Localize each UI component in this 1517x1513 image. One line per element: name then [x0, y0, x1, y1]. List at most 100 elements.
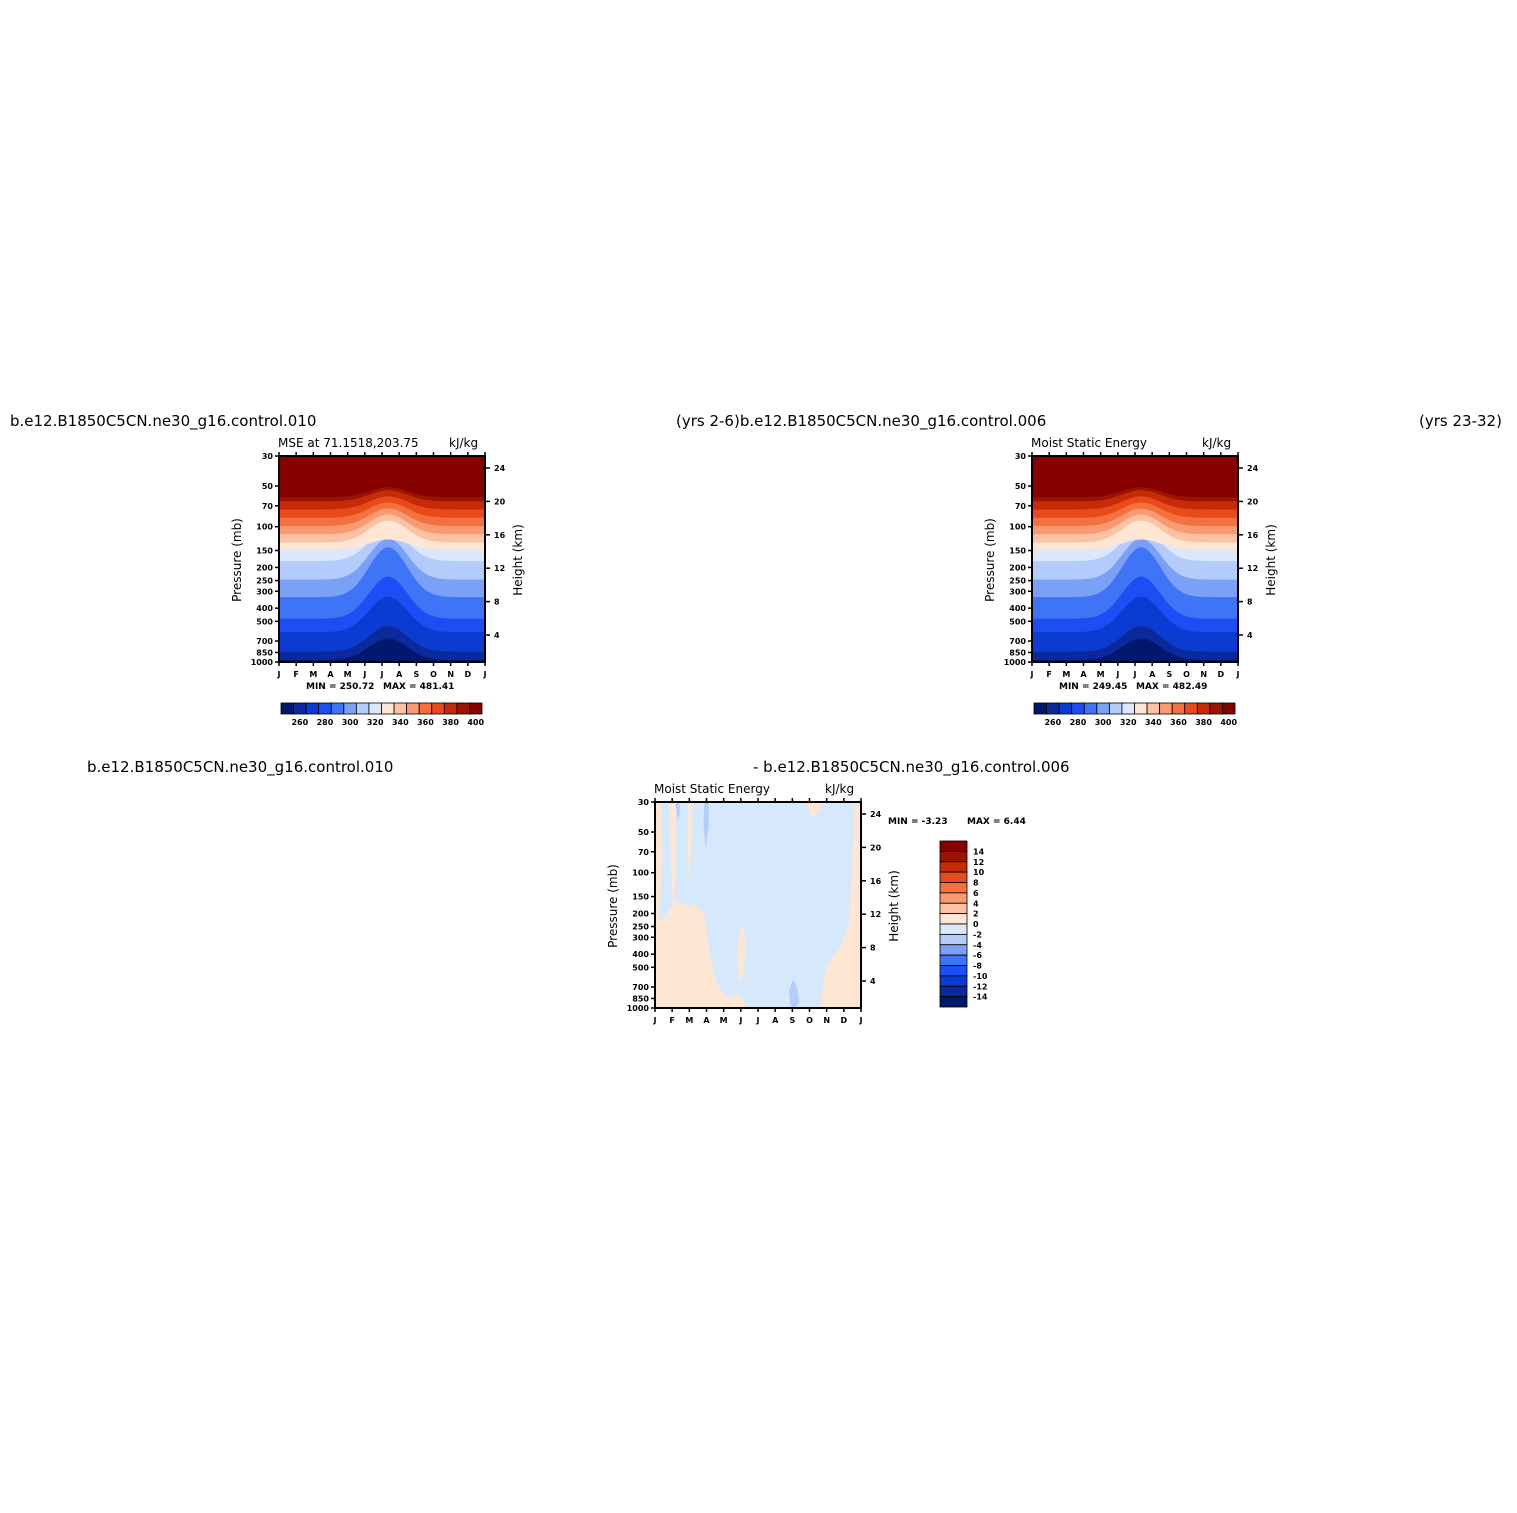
height-tick-label: 20	[870, 843, 882, 852]
month-tick-label: M	[344, 670, 352, 679]
colorbar-label: 300	[342, 718, 359, 727]
colorbar-box	[1108, 702, 1123, 715]
colorbar-box	[1159, 702, 1173, 715]
pressure-tick-label: 70	[638, 848, 650, 857]
month-tick-label: J	[1133, 670, 1137, 679]
pressure-tick-label: 70	[262, 502, 274, 511]
colorbar-label: -12	[973, 982, 987, 991]
colorbar-box	[1121, 702, 1135, 715]
colorbar-box	[939, 882, 968, 894]
colorbar-label: -4	[973, 941, 982, 950]
height-tick-label: 24	[1247, 464, 1259, 473]
pressure-tick-label: 850	[256, 648, 273, 657]
month-tick-label: J	[1236, 670, 1240, 679]
colorbar-box	[939, 923, 968, 935]
pressure-tick-label: 70	[1015, 502, 1027, 511]
pressure-tick-label: 1000	[627, 1004, 650, 1013]
height-tick-label: 20	[494, 497, 506, 506]
month-tick-label: J	[483, 670, 487, 679]
month-tick-label: O	[1183, 670, 1190, 679]
colorbar-label: -14	[973, 993, 988, 1002]
pressure-tick-label: 300	[632, 933, 649, 942]
colorbar-box	[939, 892, 968, 904]
month-tick-label: O	[806, 1016, 813, 1025]
colorbar-box	[406, 702, 420, 715]
colorbar-box	[318, 702, 332, 715]
colorbar-box	[1083, 702, 1098, 715]
month-tick-label: N	[1200, 670, 1207, 679]
colorbar-label: 300	[1095, 718, 1112, 727]
panel-2-min: MIN = 249.45	[1059, 682, 1127, 692]
panel-1-ylabel: Pressure (mb)	[230, 518, 244, 602]
colorbar-label: -8	[973, 962, 982, 971]
height-tick-label: 24	[494, 464, 506, 473]
colorbar-box	[1184, 702, 1198, 715]
pressure-tick-label: 500	[632, 963, 649, 972]
colorbar-box	[1096, 702, 1110, 715]
colorbar-box	[280, 702, 294, 715]
colorbar-label: 380	[1195, 718, 1212, 727]
pressure-tick-label: 500	[1009, 617, 1026, 626]
height-tick-label: 8	[1247, 598, 1253, 607]
pressure-tick-label: 100	[632, 869, 649, 878]
panel-3-y2label: Height (km)	[887, 870, 901, 941]
positive-region	[737, 925, 746, 984]
positive-region	[669, 802, 676, 916]
colorbar-box	[1046, 702, 1060, 715]
colorbar-box	[939, 996, 968, 1008]
colorbar-label: 2	[973, 910, 979, 919]
colorbar-label: 8	[973, 879, 979, 888]
colorbar-label: 280	[317, 718, 334, 727]
contour-band	[279, 456, 485, 498]
panel-2-max: MAX = 482.49	[1136, 682, 1207, 692]
colorbar-box	[381, 702, 395, 715]
month-tick-label: J	[1030, 670, 1034, 679]
panel-1: MSE at 71.1518,203.75 kJ/kg J F M A M J J A S O N D…	[230, 436, 525, 727]
month-tick-label: J	[653, 1016, 657, 1025]
pressure-tick-label: 200	[632, 909, 649, 918]
colorbar-label: -6	[973, 951, 982, 960]
pressure-tick-label: 850	[1009, 648, 1026, 657]
colorbar-label: 340	[392, 718, 409, 727]
colorbar-box	[393, 702, 408, 715]
month-tick-label: J	[1115, 670, 1119, 679]
contour-band	[1032, 456, 1238, 498]
panel-1-title: MSE at 71.1518,203.75	[278, 436, 419, 450]
pressure-tick-label: 50	[262, 482, 274, 491]
pressure-tick-label: 100	[256, 523, 273, 532]
colorbar-box	[418, 702, 433, 715]
pressure-tick-label: 150	[256, 547, 273, 556]
colorbar-box	[1222, 702, 1236, 715]
height-tick-label: 8	[870, 944, 876, 953]
bottom-mid-title: - b.e12.B1850C5CN.ne30_g16.control.006	[753, 758, 1070, 777]
month-tick-label: S	[789, 1016, 795, 1025]
colorbar-label: 360	[1170, 718, 1187, 727]
colorbar-box	[939, 902, 968, 915]
month-tick-label: M	[1097, 670, 1105, 679]
month-tick-label: D	[465, 670, 472, 679]
month-tick-label: S	[1166, 670, 1172, 679]
month-tick-label: A	[1149, 670, 1156, 679]
positive-region	[819, 802, 861, 1008]
month-tick-label: J	[380, 670, 384, 679]
colorbar-box	[355, 702, 370, 715]
panel-1-min: MIN = 250.72	[306, 682, 374, 692]
positive-region	[688, 962, 693, 998]
height-tick-label: 12	[1247, 564, 1258, 573]
positive-region	[688, 802, 693, 885]
height-tick-label: 8	[494, 598, 500, 607]
colorbar-label: 14	[973, 847, 985, 856]
panel-2-units: kJ/kg	[1202, 436, 1231, 450]
colorbar-box	[1196, 702, 1211, 715]
month-tick-label: A	[396, 670, 403, 679]
height-tick-label: 4	[870, 977, 876, 986]
panel-3-ylabel: Pressure (mb)	[606, 864, 620, 948]
month-tick-label: D	[841, 1016, 848, 1025]
colorbar-label: 260	[291, 718, 308, 727]
negative-region	[788, 979, 800, 1008]
pressure-tick-label: 150	[1009, 547, 1026, 556]
colorbar-box	[939, 965, 968, 977]
pressure-tick-label: 100	[1009, 523, 1026, 532]
pressure-tick-label: 400	[256, 604, 273, 613]
